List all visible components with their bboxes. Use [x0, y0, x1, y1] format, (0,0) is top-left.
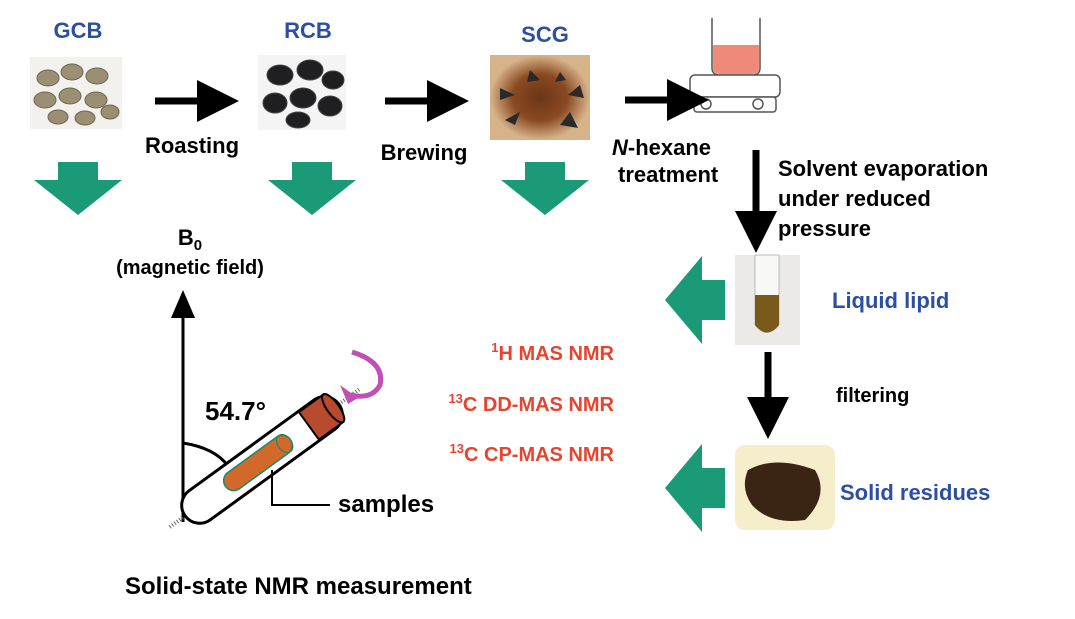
nmr-caption: Solid-state NMR measurement	[125, 573, 472, 600]
step-hexane-line2: treatment	[618, 162, 719, 187]
method-text: H MAS NMR	[498, 343, 614, 365]
hexane-n: N	[612, 135, 629, 160]
roasted-coffee-beans-image	[258, 55, 346, 130]
green-down-arrow-scg	[501, 162, 589, 215]
angle-arc	[182, 441, 230, 467]
step-filtering: filtering	[836, 385, 909, 407]
step-evap-2: under reduced	[778, 186, 931, 211]
b0-main: B	[178, 225, 194, 250]
superscript: 13	[448, 391, 462, 406]
step-roasting: Roasting	[145, 133, 239, 158]
green-coffee-beans-image	[30, 57, 122, 129]
product-solid-residues: Solid residues	[840, 480, 990, 505]
method-text: C DD-MAS NMR	[463, 394, 615, 416]
step-evap-1: Solvent evaporation	[778, 156, 988, 181]
solid-residues-image	[735, 445, 835, 530]
step-brewing: Brewing	[381, 140, 468, 165]
step-evap-3: pressure	[778, 216, 871, 241]
hexane-rest: -hexane	[628, 135, 711, 160]
magic-angle-label: 54.7°	[205, 396, 266, 426]
magnetic-field-arrowhead	[171, 290, 195, 318]
nmr-method-13c-cp: 13C CP-MAS NMR	[450, 441, 615, 466]
spent-coffee-grounds-image	[490, 55, 590, 140]
green-left-arrow-solid	[665, 444, 725, 532]
b0-description: (magnetic field)	[116, 257, 264, 279]
samples-leader-line	[271, 470, 330, 506]
hotplate-beaker-image	[689, 18, 781, 113]
product-liquid-lipid: Liquid lipid	[832, 288, 949, 313]
stage-label-rcb: RCB	[284, 18, 332, 43]
spin-arrow	[349, 349, 384, 399]
liquid-lipid-image	[735, 254, 800, 345]
nmr-method-13c-dd: 13C DD-MAS NMR	[448, 391, 614, 416]
b0-sub: 0	[194, 237, 202, 254]
green-down-arrow-gcb	[34, 162, 122, 215]
nmr-method-1h: 1H MAS NMR	[491, 340, 614, 365]
green-left-arrow-liquid	[665, 256, 725, 344]
stage-label-gcb: GCB	[54, 18, 103, 43]
samples-label: samples	[338, 491, 434, 518]
method-text: C CP-MAS NMR	[464, 444, 615, 466]
superscript: 1	[491, 340, 498, 355]
b0-label: B0	[178, 225, 202, 254]
spin-arrowhead	[340, 385, 358, 404]
stage-label-scg: SCG	[521, 22, 569, 47]
green-down-arrow-rcb	[268, 162, 356, 215]
superscript: 13	[450, 441, 464, 456]
step-hexane: N-hexane	[612, 135, 711, 160]
